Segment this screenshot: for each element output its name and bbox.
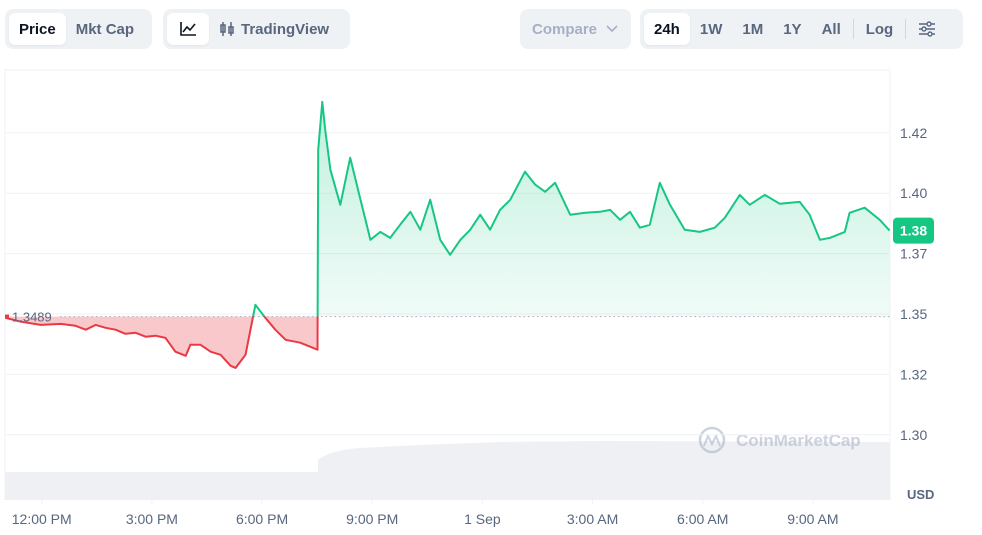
x-tick-label: 9:00 PM: [346, 511, 398, 527]
compare-label: Compare: [531, 20, 598, 38]
mkt-cap-button[interactable]: Mkt Cap: [75, 20, 135, 38]
price-area: [5, 101, 890, 368]
plot-frame: [4, 69, 891, 500]
compare-dropdown[interactable]: Compare: [520, 9, 631, 49]
volume-area: [5, 441, 890, 500]
tradingview-label: TradingView: [241, 20, 330, 38]
range-button[interactable]: 1M: [742, 20, 764, 38]
range-button[interactable]: All: [821, 20, 841, 38]
separator: [852, 19, 854, 39]
chart-style-toggle: TradingView: [163, 9, 350, 49]
x-tick-label: 3:00 AM: [567, 511, 618, 527]
x-tick-label: 6:00 PM: [236, 511, 288, 527]
tradingview-button[interactable]: TradingView: [209, 13, 339, 45]
chevron-icon: [606, 25, 618, 33]
current-price-badge: [893, 217, 934, 244]
x-tick-label: 1 Sep: [464, 511, 501, 527]
baseline-marker: [5, 314, 9, 319]
currency-label: USD: [907, 487, 934, 502]
range-button[interactable]: 1W: [699, 20, 723, 38]
price-button[interactable]: Price: [9, 13, 66, 45]
log-button[interactable]: Log: [865, 20, 894, 38]
baseline-label: 1.3489: [12, 310, 52, 325]
y-tick-label: 1.42: [900, 125, 927, 141]
line-icon: [180, 22, 196, 36]
y-tick-label: 1.40: [900, 185, 927, 201]
y-tick-label: 1.37: [900, 246, 927, 262]
settings-icon: [919, 21, 936, 37]
x-tick-label: 12:00 PM: [12, 511, 72, 527]
range-button[interactable]: 1Y: [783, 20, 802, 38]
watermark: CoinMarketCap: [698, 426, 861, 454]
range-button[interactable]: 24h: [644, 13, 690, 45]
candle-icon: [220, 22, 234, 36]
y-tick-label: 1.32: [900, 366, 927, 382]
range-toggle: 24h 1W 1M 1Y All Log: [640, 9, 963, 49]
line-chart-button[interactable]: [167, 13, 209, 45]
y-tick-label: 1.30: [900, 427, 927, 443]
metric-toggle: Price Mkt Cap: [5, 9, 152, 49]
x-tick-label: 3:00 PM: [126, 511, 178, 527]
separator: [905, 19, 907, 39]
x-tick-label: 9:00 AM: [787, 511, 838, 527]
current-price-label: 1.38: [900, 223, 927, 239]
watermark-text: CoinMarketCap: [736, 431, 861, 450]
x-tick-label: 6:00 AM: [677, 511, 728, 527]
settings-button[interactable]: [908, 13, 946, 45]
price-line: [5, 100, 891, 369]
y-tick-label: 1.35: [900, 306, 927, 322]
